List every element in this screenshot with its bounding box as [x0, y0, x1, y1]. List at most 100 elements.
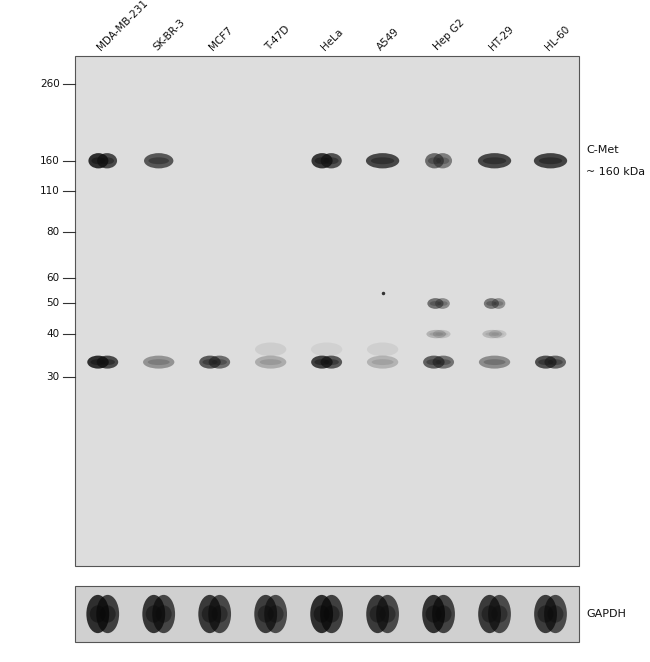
- Ellipse shape: [547, 605, 564, 623]
- Ellipse shape: [311, 153, 333, 168]
- Ellipse shape: [155, 605, 172, 623]
- Ellipse shape: [255, 355, 286, 369]
- Ellipse shape: [435, 298, 450, 309]
- Ellipse shape: [257, 605, 274, 623]
- Ellipse shape: [482, 605, 498, 623]
- Ellipse shape: [315, 359, 330, 365]
- Ellipse shape: [538, 605, 554, 623]
- Ellipse shape: [432, 595, 455, 633]
- Text: HeLa: HeLa: [320, 26, 345, 52]
- Ellipse shape: [434, 153, 452, 168]
- Text: C-Met: C-Met: [586, 145, 619, 155]
- Ellipse shape: [100, 158, 114, 164]
- Ellipse shape: [202, 605, 218, 623]
- Ellipse shape: [430, 301, 441, 306]
- Ellipse shape: [544, 595, 567, 633]
- Ellipse shape: [436, 605, 452, 623]
- Ellipse shape: [254, 595, 277, 633]
- Ellipse shape: [320, 153, 342, 168]
- Ellipse shape: [479, 355, 510, 369]
- Text: HL-60: HL-60: [543, 24, 572, 52]
- Ellipse shape: [212, 605, 227, 623]
- Text: 80: 80: [47, 227, 60, 237]
- Ellipse shape: [97, 153, 117, 168]
- Ellipse shape: [320, 595, 343, 633]
- Ellipse shape: [423, 355, 445, 369]
- Ellipse shape: [310, 595, 333, 633]
- Ellipse shape: [489, 330, 506, 338]
- Text: MDA-MB-231: MDA-MB-231: [96, 0, 150, 52]
- Ellipse shape: [534, 595, 557, 633]
- Ellipse shape: [99, 605, 116, 623]
- Ellipse shape: [366, 595, 389, 633]
- Ellipse shape: [366, 153, 399, 168]
- Ellipse shape: [314, 605, 330, 623]
- Ellipse shape: [484, 298, 499, 309]
- Ellipse shape: [432, 355, 454, 369]
- Ellipse shape: [433, 330, 450, 338]
- Text: Hep G2: Hep G2: [432, 18, 466, 52]
- Text: GAPDH: GAPDH: [586, 609, 627, 619]
- Ellipse shape: [486, 301, 497, 306]
- Text: 260: 260: [40, 79, 60, 89]
- Ellipse shape: [491, 298, 505, 309]
- Text: MCF7: MCF7: [207, 25, 235, 52]
- Ellipse shape: [100, 359, 115, 365]
- Ellipse shape: [142, 595, 165, 633]
- Ellipse shape: [534, 153, 567, 168]
- Ellipse shape: [491, 605, 508, 623]
- Ellipse shape: [146, 605, 162, 623]
- Text: SK-BR-3: SK-BR-3: [151, 17, 187, 52]
- Ellipse shape: [148, 158, 169, 164]
- Text: 40: 40: [47, 329, 60, 339]
- Ellipse shape: [436, 359, 451, 365]
- Ellipse shape: [422, 595, 445, 633]
- Ellipse shape: [425, 153, 444, 168]
- Ellipse shape: [426, 605, 441, 623]
- Bar: [75, 586, 578, 642]
- Ellipse shape: [96, 595, 119, 633]
- Ellipse shape: [478, 153, 511, 168]
- Text: 50: 50: [47, 299, 60, 308]
- Ellipse shape: [143, 355, 174, 369]
- Ellipse shape: [427, 298, 443, 309]
- Ellipse shape: [493, 301, 503, 306]
- Ellipse shape: [208, 595, 231, 633]
- Ellipse shape: [428, 158, 441, 164]
- Ellipse shape: [212, 359, 227, 365]
- Ellipse shape: [483, 158, 506, 164]
- Ellipse shape: [264, 595, 287, 633]
- Ellipse shape: [478, 595, 501, 633]
- Ellipse shape: [144, 153, 174, 168]
- Ellipse shape: [535, 355, 556, 369]
- Ellipse shape: [436, 332, 448, 336]
- Ellipse shape: [311, 355, 333, 369]
- Ellipse shape: [87, 355, 109, 369]
- Ellipse shape: [90, 359, 105, 365]
- Text: ~ 160 kDa: ~ 160 kDa: [586, 167, 645, 177]
- Ellipse shape: [148, 359, 170, 365]
- Text: A549: A549: [376, 26, 402, 52]
- Ellipse shape: [538, 359, 553, 365]
- Ellipse shape: [320, 355, 342, 369]
- Ellipse shape: [372, 359, 393, 365]
- Ellipse shape: [482, 330, 502, 338]
- Ellipse shape: [488, 595, 511, 633]
- Ellipse shape: [491, 332, 504, 336]
- Ellipse shape: [311, 342, 343, 356]
- Ellipse shape: [371, 158, 395, 164]
- Text: 30: 30: [47, 373, 60, 383]
- Text: 60: 60: [47, 273, 60, 283]
- Ellipse shape: [380, 605, 396, 623]
- Bar: [75, 56, 578, 566]
- Ellipse shape: [324, 605, 339, 623]
- Ellipse shape: [202, 359, 218, 365]
- Ellipse shape: [486, 332, 499, 336]
- Ellipse shape: [315, 158, 330, 164]
- Ellipse shape: [209, 355, 230, 369]
- Ellipse shape: [426, 359, 441, 365]
- Ellipse shape: [199, 355, 221, 369]
- Ellipse shape: [545, 355, 566, 369]
- Ellipse shape: [367, 342, 398, 356]
- Ellipse shape: [88, 153, 109, 168]
